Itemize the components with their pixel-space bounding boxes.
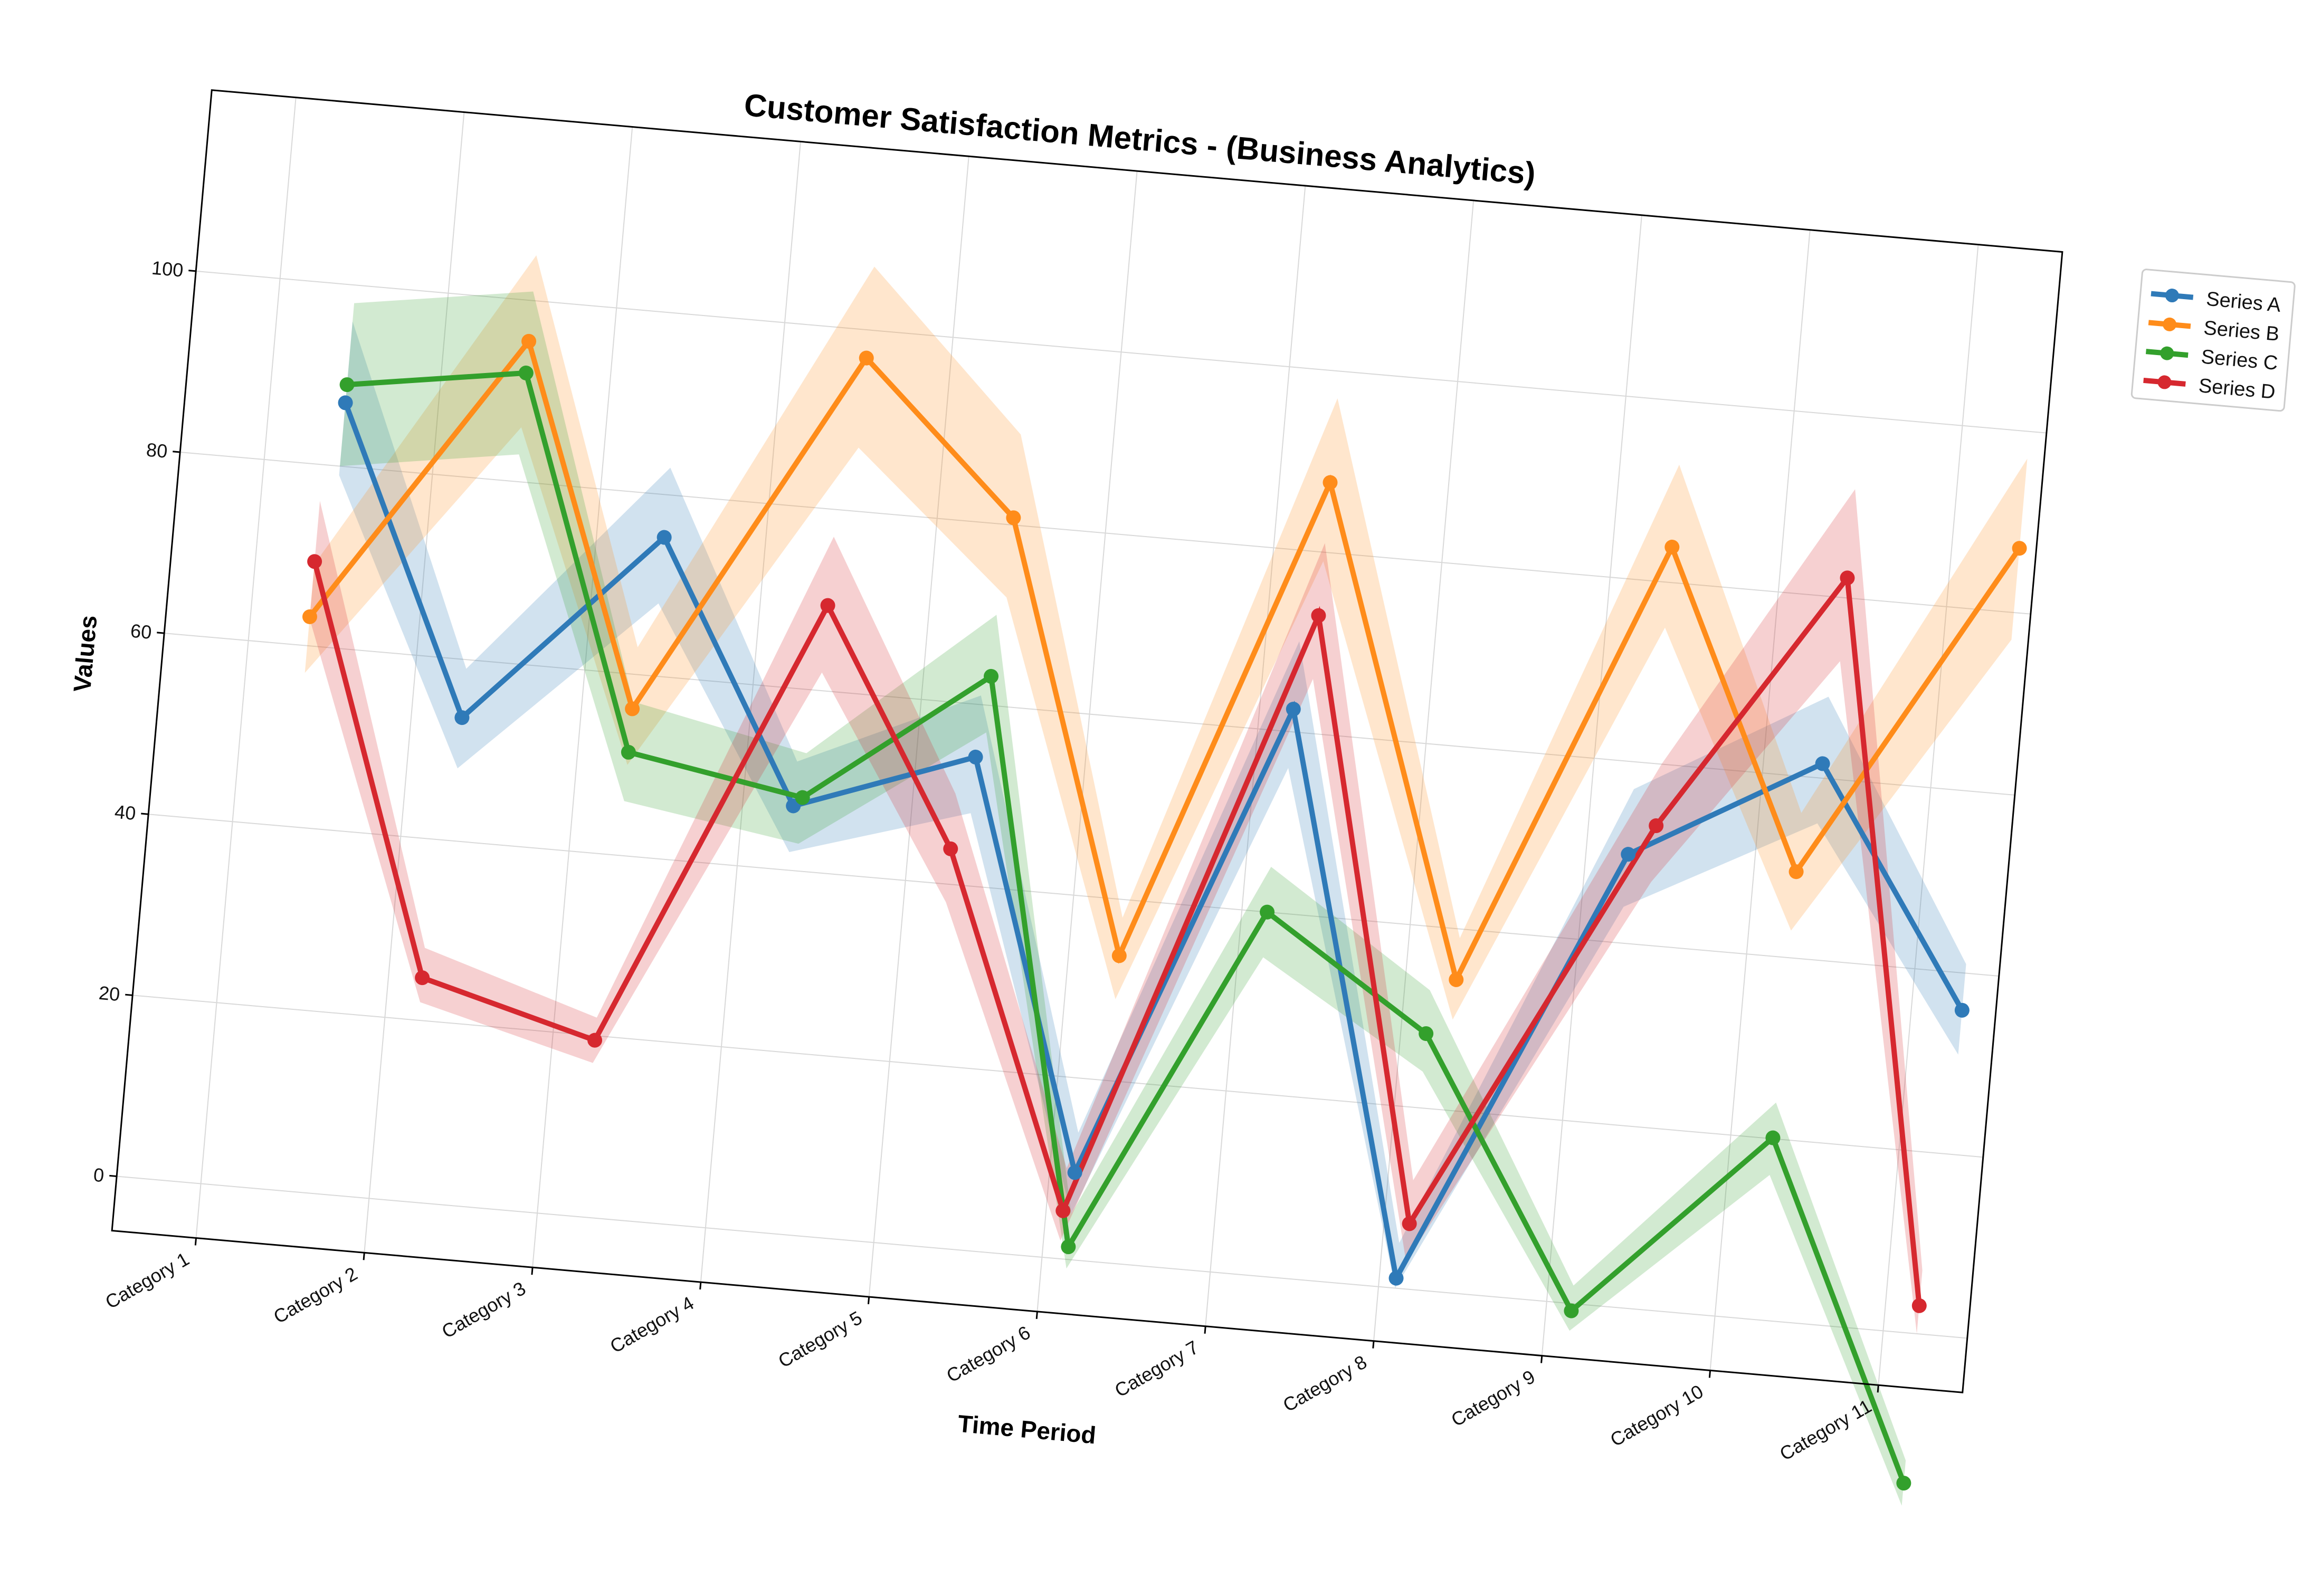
series-b-point — [302, 609, 317, 624]
x-tick-label: Category 6 — [943, 1322, 1034, 1387]
series-d-point — [1911, 1298, 1927, 1313]
series-d-point — [307, 554, 322, 569]
series-c-point — [1419, 1026, 1434, 1041]
series-b-point — [1664, 539, 1680, 555]
x-tick-label: Category 5 — [774, 1307, 865, 1372]
series-a-point — [454, 710, 470, 725]
x-tick-label: Category 2 — [270, 1263, 361, 1328]
x-tick-mark — [1035, 1311, 1038, 1319]
series-c-point — [1260, 904, 1275, 920]
series-a-band — [339, 321, 1966, 1288]
y-tick-label: 60 — [130, 620, 153, 643]
series-a-point — [1954, 1002, 1970, 1018]
series-a-point — [968, 749, 983, 764]
series-a-point — [1286, 702, 1301, 717]
x-tick-mark — [1372, 1341, 1375, 1349]
grid-line-v-1 — [364, 112, 465, 1253]
series-c-band — [340, 291, 1906, 1506]
series-d-point — [820, 598, 835, 613]
series-c-point — [1765, 1130, 1781, 1145]
y-axis-ticks: 0 20 40 60 80 100 — [92, 257, 196, 1187]
series-b-point — [1789, 864, 1804, 880]
series-b-point — [625, 701, 640, 716]
grid-line-v-10 — [1878, 244, 1979, 1385]
y-tick-label: 80 — [146, 438, 168, 462]
x-tick-label: Category 8 — [1279, 1351, 1371, 1416]
chart-title: Customer Satisfaction Metrics - (Busines… — [743, 87, 1537, 192]
series-a-point — [657, 530, 672, 545]
confidence-bands — [305, 255, 2028, 1506]
series-b-band — [305, 255, 2028, 1020]
series-c-point — [518, 365, 534, 380]
series-c-point — [339, 377, 355, 393]
legend-marker — [2165, 289, 2179, 303]
series-b-point — [521, 333, 537, 349]
x-tick-label: Category 11 — [1776, 1395, 1875, 1465]
series-a-point — [1067, 1165, 1082, 1180]
x-tick-mark — [194, 1238, 197, 1246]
legend-marker — [2157, 375, 2172, 389]
y-tick-label: 20 — [98, 982, 121, 1005]
series-markers — [302, 333, 2027, 1491]
grid-line-v-4 — [868, 156, 969, 1297]
legend-marker — [2163, 317, 2177, 331]
series-a-point — [1388, 1270, 1404, 1286]
grid-line-v-7 — [1373, 200, 1475, 1341]
legend-marker — [2160, 346, 2174, 360]
series-c-point — [1896, 1476, 1911, 1491]
x-axis-title: Time Period — [957, 1410, 1097, 1449]
series-b-point — [859, 350, 874, 366]
series-c-point — [621, 744, 636, 760]
grid-line-v-2 — [532, 127, 633, 1268]
y-tick-label: 100 — [151, 257, 184, 281]
x-tick-mark — [867, 1296, 870, 1305]
grid-line-v-8 — [1541, 215, 1642, 1356]
y-tick-label: 0 — [92, 1164, 105, 1187]
series-c-point — [795, 790, 810, 805]
x-tick-label: Category 7 — [1111, 1336, 1202, 1401]
series-b-point — [1006, 510, 1021, 525]
series-c-point — [1061, 1239, 1076, 1255]
series-d-point — [1402, 1216, 1417, 1231]
series-a-point — [1815, 756, 1830, 771]
legend-box — [2130, 269, 2296, 412]
series-b-point — [1111, 948, 1127, 963]
x-tick-label: Category 9 — [1448, 1365, 1539, 1431]
x-tick-label: Category 10 — [1606, 1380, 1707, 1451]
grid-line-v-0 — [195, 97, 297, 1238]
series-b-point — [1449, 972, 1464, 987]
series-d-point — [1055, 1203, 1071, 1218]
series-d-point — [1649, 818, 1664, 834]
series-b-point — [1323, 475, 1338, 490]
series-d-point — [943, 841, 958, 856]
x-tick-label: Category 3 — [438, 1277, 529, 1343]
series-d-point — [587, 1033, 603, 1048]
series-b-point — [2012, 541, 2027, 556]
x-tick-mark — [699, 1282, 702, 1290]
series-d-point — [1840, 570, 1855, 586]
series-a-point — [1621, 847, 1636, 862]
y-axis-title: Values — [68, 614, 102, 693]
y-tick-label: 40 — [114, 801, 137, 824]
plot-rotated-group: 0 20 40 60 80 100 Category 1 Category 2 Categor… — [68, 87, 2063, 1506]
series-c-point — [1564, 1303, 1579, 1318]
series-d-point — [1311, 608, 1326, 623]
series-d-point — [415, 970, 430, 986]
series-a-point — [338, 395, 353, 410]
x-tick-mark — [1708, 1370, 1711, 1378]
series-c-point — [984, 668, 999, 684]
x-tick-label: Category 1 — [101, 1248, 193, 1313]
x-tick-label: Category 4 — [606, 1292, 698, 1358]
